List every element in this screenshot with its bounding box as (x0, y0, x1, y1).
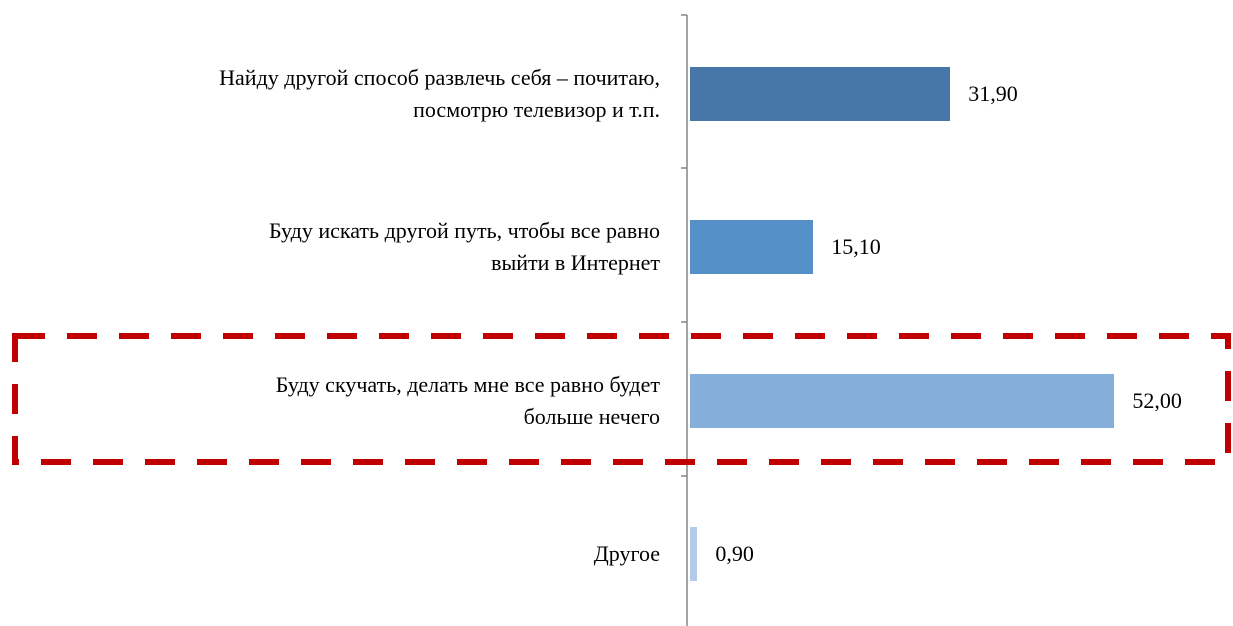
value-label: 52,00 (1132, 387, 1182, 413)
value-label: 0,90 (715, 541, 754, 567)
category-label: Другое (593, 541, 660, 567)
category-label: Буду скучать, делать мне все равно будет… (275, 371, 660, 429)
bar (690, 220, 814, 275)
bar (690, 373, 1115, 428)
bar (690, 527, 698, 582)
value-label: 15,10 (831, 234, 881, 260)
bar (690, 66, 951, 121)
highlight-box (12, 333, 1231, 465)
category-label: Буду искать другой путь, чтобы все равно… (268, 218, 660, 276)
value-label: 31,90 (968, 80, 1018, 106)
category-label: Найду другой способ развлечь себя – почи… (219, 64, 660, 122)
